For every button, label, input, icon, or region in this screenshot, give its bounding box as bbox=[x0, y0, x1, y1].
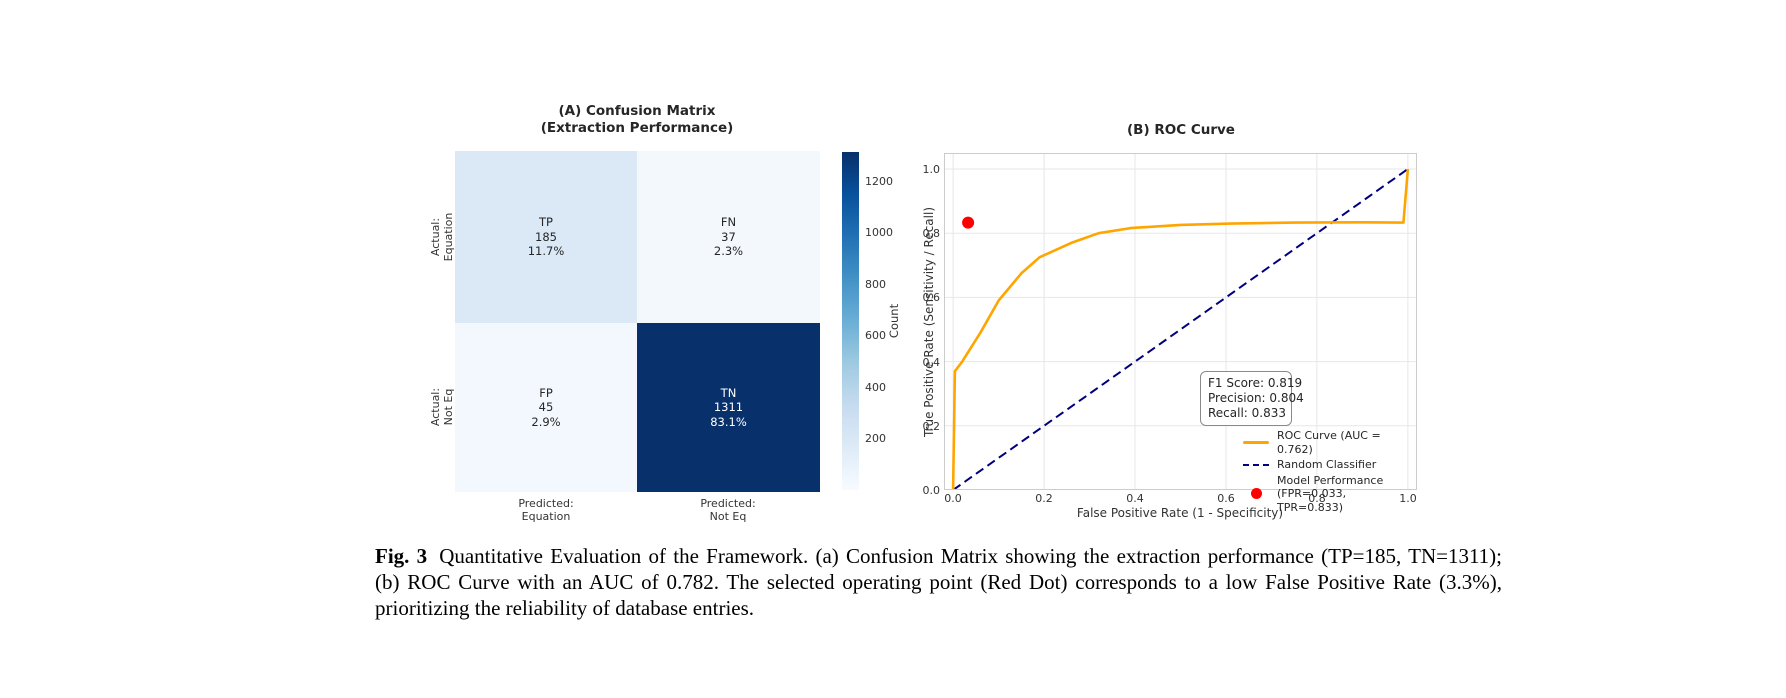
cell-tp-count: 185 bbox=[535, 229, 557, 244]
legend-label-roc-curve: ROC Curve (AUC = 0.762) bbox=[1277, 429, 1381, 456]
roc-curve-line bbox=[951, 168, 1410, 490]
matrix-cell-fn: FN 37 2.3% bbox=[637, 151, 820, 323]
roc-xtick-3: 0.6 bbox=[1217, 492, 1235, 505]
roc-title: (B) ROC Curve bbox=[1127, 122, 1235, 138]
roc-plot-border bbox=[944, 153, 1417, 490]
dashed-line-icon bbox=[1243, 463, 1269, 466]
col-label-1-line2: Not Eq bbox=[709, 510, 747, 523]
annotation-recall: Recall: 0.833 bbox=[1208, 406, 1287, 420]
roc-ytick-2: 0.4 bbox=[922, 356, 941, 369]
colorbar-tick-400: 400 bbox=[865, 381, 886, 394]
row-label-1-line1: Actual: bbox=[429, 387, 442, 427]
legend-item-model-performance: Model Performance (FPR=0.033, TPR=0.833) bbox=[1243, 474, 1413, 515]
roc-legend: ROC Curve (AUC = 0.762) Random Classifie… bbox=[1243, 429, 1413, 514]
roc-ytick-3: 0.6 bbox=[922, 291, 941, 304]
matrix-cell-fp: FP 45 2.9% bbox=[455, 323, 637, 492]
colorbar-tick-600: 600 bbox=[865, 329, 886, 342]
confusion-matrix-title-line2: (Extraction Performance) bbox=[540, 120, 734, 136]
colorbar-tick-800: 800 bbox=[865, 278, 886, 291]
colorbar-tick-200: 200 bbox=[865, 432, 886, 445]
figure-caption-text: Quantitative Evaluation of the Framework… bbox=[375, 544, 1502, 620]
roc-ytick-1: 0.2 bbox=[922, 420, 941, 433]
roc-ytick-5: 1.0 bbox=[922, 163, 941, 176]
matrix-cell-tp: TP 185 11.7% bbox=[455, 151, 637, 323]
cell-tp-percent: 11.7% bbox=[527, 244, 565, 259]
cell-tp-label: TP bbox=[539, 215, 553, 230]
colorbar-tick-1000: 1000 bbox=[865, 226, 893, 239]
figure-caption-number: Fig. 3 bbox=[375, 544, 428, 568]
legend-label-model-performance-line1: Model Performance bbox=[1277, 473, 1384, 487]
roc-ytick-4: 0.8 bbox=[922, 227, 941, 240]
colorbar-axis-label: Count bbox=[887, 303, 901, 339]
annotation-precision: Precision: 0.804 bbox=[1208, 391, 1304, 405]
annotation-f1: F1 Score: 0.819 bbox=[1208, 376, 1303, 390]
roc-ytick-0: 0.0 bbox=[922, 484, 941, 497]
cell-tn-label: TN bbox=[720, 385, 737, 400]
roc-y-axis-label: True Positive Rate (Sensitivity / Recall… bbox=[922, 207, 936, 438]
colorbar-gradient bbox=[842, 152, 859, 490]
cell-tn-percent: 83.1% bbox=[710, 414, 747, 429]
legend-label-model-performance-line2: (FPR=0.033, TPR=0.833) bbox=[1277, 487, 1347, 514]
roc-xtick-2: 0.4 bbox=[1126, 492, 1144, 505]
red-dot-icon bbox=[1243, 488, 1269, 500]
cell-fn-count: 37 bbox=[721, 229, 736, 244]
x-axis-col-label-equation: Predicted: Equation bbox=[456, 497, 636, 523]
roc-xtick-0: 0.0 bbox=[944, 492, 962, 505]
roc-xtick-5: 1.0 bbox=[1399, 492, 1417, 505]
confusion-matrix-title: (A) Confusion Matrix (Extraction Perform… bbox=[457, 103, 817, 137]
col-label-1-line1: Predicted: bbox=[700, 497, 756, 510]
col-label-0-line1: Predicted: bbox=[518, 497, 574, 510]
legend-label-model-performance: Model Performance (FPR=0.033, TPR=0.833) bbox=[1277, 474, 1413, 515]
metrics-annotation-box: F1 Score: 0.819 Precision: 0.804 Recall:… bbox=[1200, 371, 1304, 426]
cell-fp-percent: 2.9% bbox=[531, 414, 561, 429]
roc-xtick-1: 0.2 bbox=[1035, 492, 1053, 505]
col-label-0-line2: Equation bbox=[521, 510, 571, 523]
cell-tn-count: 1311 bbox=[713, 400, 744, 415]
confusion-matrix-title-line1: (A) Confusion Matrix bbox=[558, 103, 716, 119]
cell-fp-label: FP bbox=[539, 385, 553, 400]
x-axis-col-label-not-eq: Predicted: Not Eq bbox=[638, 497, 818, 523]
cell-fp-count: 45 bbox=[538, 400, 554, 415]
colorbar-tick-1200: 1200 bbox=[865, 175, 893, 188]
y-axis-row-label-equation: Actual: Equation bbox=[429, 197, 455, 277]
row-label-0-line2: Equation bbox=[442, 212, 455, 262]
cell-fn-percent: 2.3% bbox=[713, 244, 744, 259]
row-label-0-line1: Actual: bbox=[429, 217, 442, 257]
legend-item-roc-curve: ROC Curve (AUC = 0.762) bbox=[1243, 429, 1413, 456]
row-label-1-line2: Not Eq bbox=[442, 388, 455, 426]
roc-x-axis-label: False Positive Rate (1 - Specificity) bbox=[1076, 506, 1284, 520]
matrix-cell-tn: TN 1311 83.1% bbox=[637, 323, 820, 492]
roc-curve-line-icon bbox=[1243, 441, 1269, 444]
legend-label-random-classifier: Random Classifier bbox=[1277, 458, 1377, 471]
legend-item-random-classifier: Random Classifier bbox=[1243, 458, 1413, 472]
roc-xtick-4: 0.8 bbox=[1308, 492, 1326, 505]
cell-fn-label: FN bbox=[720, 215, 737, 230]
roc-plot-area bbox=[944, 153, 1417, 490]
model-performance-dot bbox=[962, 216, 975, 229]
y-axis-row-label-not-eq: Actual: Not Eq bbox=[429, 367, 455, 447]
figure-caption: Fig. 3 Quantitative Evaluation of the Fra… bbox=[375, 543, 1502, 621]
